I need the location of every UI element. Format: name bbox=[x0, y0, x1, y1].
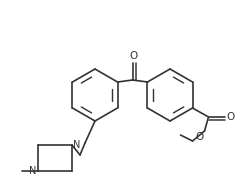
Text: O: O bbox=[130, 51, 138, 61]
Text: O: O bbox=[226, 112, 235, 122]
Text: N: N bbox=[74, 140, 81, 150]
Text: N: N bbox=[29, 166, 36, 176]
Text: O: O bbox=[195, 132, 203, 142]
